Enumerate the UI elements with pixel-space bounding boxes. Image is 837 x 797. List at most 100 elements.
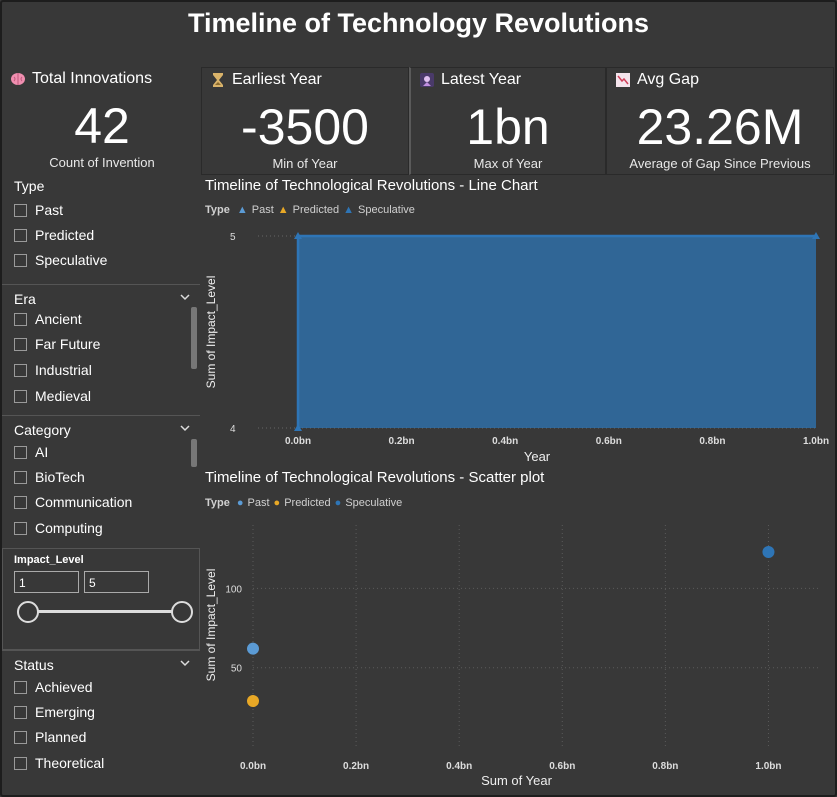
chevron-down-icon[interactable] <box>180 658 190 668</box>
triangle-icon: ▲ <box>236 204 248 216</box>
slicer-item-label: Computing <box>35 520 103 536</box>
slicer-title: Impact_Level <box>14 554 84 566</box>
type-slicer: Type Past Predicted Speculative <box>2 172 200 284</box>
x-tick-label: 0.6bn <box>549 761 575 772</box>
y-tick-label: 4 <box>230 424 236 435</box>
legend-item[interactable]: Predicted <box>292 204 340 216</box>
x-axis-label: Year <box>524 449 551 464</box>
checkbox[interactable] <box>14 312 27 326</box>
slicer-item-ai[interactable]: AI <box>14 444 48 460</box>
slicer-item-communication[interactable]: Communication <box>14 494 132 510</box>
line-chart-legend: Type ▲ Past ▲ Predicted ▲ Speculative <box>205 204 415 216</box>
slicer-item-label: Theoretical <box>35 755 105 771</box>
trend-down-icon <box>615 72 631 88</box>
slicer-item-label: Achieved <box>35 679 93 695</box>
slicer-item-label: Industrial <box>35 362 92 378</box>
chevron-down-icon[interactable] <box>180 423 190 433</box>
checkbox[interactable] <box>14 253 27 267</box>
slicer-item-emerging[interactable]: Emerging <box>14 704 95 720</box>
slicer-item-ancient[interactable]: Ancient <box>14 311 82 327</box>
slicer-item-label: Past <box>35 202 64 218</box>
slicer-item-achieved[interactable]: Achieved <box>14 679 93 695</box>
scrollbar[interactable] <box>191 439 197 467</box>
status-slicer: Status Achieved Emerging Planned Theoret… <box>2 650 200 793</box>
legend-item[interactable]: Past <box>247 497 270 509</box>
range-track <box>27 610 181 613</box>
category-slicer: Category AI BioTech Communication Comput… <box>2 415 200 548</box>
range-max-handle[interactable] <box>171 601 193 623</box>
scatter-point <box>247 695 259 708</box>
range-max-input[interactable]: 5 <box>84 571 149 593</box>
data-point <box>294 232 302 239</box>
scatter-chart-title: Timeline of Technological Revolutions - … <box>205 469 545 486</box>
checkbox[interactable] <box>14 389 27 403</box>
slicer-item-medieval[interactable]: Medieval <box>14 388 91 404</box>
slicer-item-computing[interactable]: Computing <box>14 520 103 536</box>
legend-item[interactable]: Predicted <box>284 497 331 509</box>
card-label: Total Innovations <box>32 70 153 87</box>
checkbox[interactable] <box>14 730 27 744</box>
checkbox[interactable] <box>14 521 27 535</box>
checkbox[interactable] <box>14 680 27 694</box>
scatter-chart[interactable]: 0.0bn 0.2bn 0.4bn 0.6bn 0.8bn 1.0bn 50 100 Sum o… <box>200 515 837 795</box>
checkbox[interactable] <box>14 228 27 242</box>
card-earliest-year: Earliest Year -3500 Min of Year <box>201 67 409 175</box>
card-total-innovations: Total Innovations 42 Count of Invention <box>2 67 202 175</box>
slicer-item-planned[interactable]: Planned <box>14 729 86 745</box>
legend-item[interactable]: Past <box>251 204 274 216</box>
card-value: 23.26M <box>636 99 804 155</box>
checkbox[interactable] <box>14 203 27 217</box>
checkbox[interactable] <box>14 337 27 351</box>
chevron-down-icon[interactable] <box>180 292 190 302</box>
slicer-item-far-future[interactable]: Far Future <box>14 336 100 352</box>
slicer-item-theoretical[interactable]: Theoretical <box>14 755 104 771</box>
x-tick-label: 0.4bn <box>446 761 472 772</box>
brain-icon <box>10 71 26 87</box>
card-subtitle: Average of Gap Since Previous <box>629 156 811 171</box>
scatter-point <box>247 642 259 655</box>
scrollbar[interactable] <box>191 307 197 369</box>
card-avg-gap: Avg Gap 23.26M Average of Gap Since Prev… <box>606 67 834 175</box>
data-point <box>294 424 302 431</box>
legend-item[interactable]: Speculative <box>345 497 403 509</box>
checkbox[interactable] <box>14 756 27 770</box>
checkbox[interactable] <box>14 495 27 509</box>
line-chart[interactable]: 4 5 0.0bn 0.2bn 0.4bn 0.6bn 0.8bn 1.0bn Year Sum … <box>200 220 837 470</box>
x-tick-label: 1.0bn <box>755 761 781 772</box>
card-label: Latest Year <box>441 71 522 88</box>
checkbox[interactable] <box>14 705 27 719</box>
line-chart-title: Timeline of Technological Revolutions - … <box>205 177 538 194</box>
x-tick-label: 0.8bn <box>699 436 725 447</box>
legend-title: Type <box>205 204 230 216</box>
card-value: 1bn <box>466 99 550 155</box>
circle-icon: ● <box>273 497 281 509</box>
slicer-item-label: Far Future <box>35 336 101 352</box>
y-tick-label: 100 <box>225 584 242 595</box>
checkbox[interactable] <box>14 470 27 484</box>
slicer-item-label: Speculative <box>35 252 108 268</box>
slicer-item-predicted[interactable]: Predicted <box>14 227 94 243</box>
legend-title: Type <box>205 497 230 509</box>
hourglass-icon <box>210 72 226 88</box>
y-axis-label: Sum of Impact_Level <box>204 569 218 682</box>
checkbox[interactable] <box>14 363 27 377</box>
slicer-item-past[interactable]: Past <box>14 202 63 218</box>
future-icon <box>419 72 435 88</box>
slicer-title: Type <box>14 178 45 194</box>
slicer-item-biotech[interactable]: BioTech <box>14 469 85 485</box>
range-min-handle[interactable] <box>17 601 39 623</box>
card-value: -3500 <box>241 99 369 155</box>
legend-item[interactable]: Speculative <box>358 204 415 216</box>
slicer-item-industrial[interactable]: Industrial <box>14 362 92 378</box>
x-tick-label: 0.0bn <box>285 436 311 447</box>
scatter-point <box>762 545 775 558</box>
y-tick-label: 5 <box>230 232 236 243</box>
checkbox[interactable] <box>14 445 27 459</box>
slicer-item-speculative[interactable]: Speculative <box>14 252 107 268</box>
card-latest-year: Latest Year 1bn Max of Year <box>409 67 606 175</box>
x-tick-label: 1.0bn <box>803 436 829 447</box>
slicer-item-label: Predicted <box>35 227 95 243</box>
range-min-input[interactable]: 1 <box>14 571 79 593</box>
x-tick-label: 0.6bn <box>596 436 622 447</box>
